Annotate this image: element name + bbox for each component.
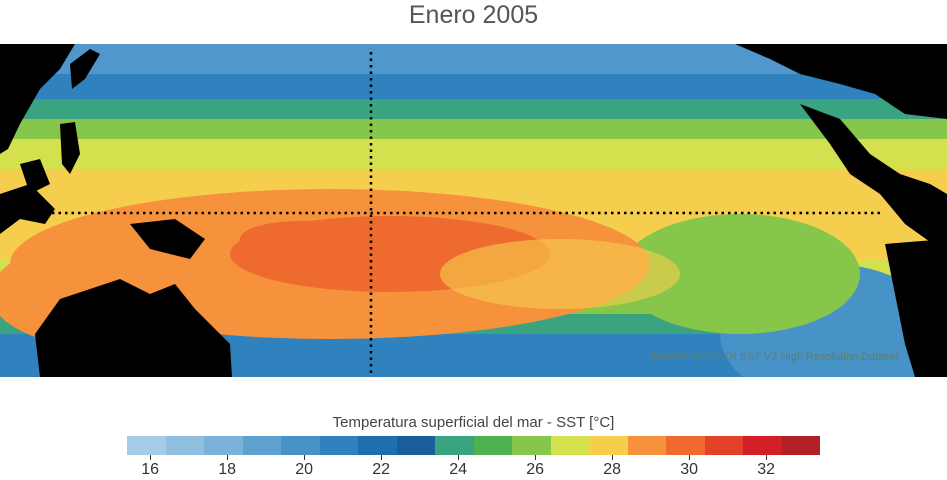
- colorbar-segment: [589, 436, 628, 455]
- colorbar-segment: [550, 436, 589, 455]
- colorbar-tick: [689, 455, 691, 460]
- colorbar-tick-label: 32: [757, 461, 775, 478]
- colorbar-segment: [627, 436, 666, 455]
- colorbar-tick: [227, 455, 229, 460]
- colorbar-segment: [319, 436, 358, 455]
- colorbar-segment: [512, 436, 551, 455]
- australia-land: [35, 279, 232, 377]
- colorbar-tick: [458, 455, 460, 460]
- colorbar-label: Temperatura superficial del mar - SST [°…: [332, 414, 615, 431]
- north-america-land: [735, 44, 947, 119]
- new-guinea-land: [130, 219, 205, 259]
- colorbar-segment: [165, 436, 204, 455]
- ocean-band-north-4: [0, 139, 947, 174]
- philippines-land: [60, 122, 80, 174]
- colorbar-segment: [204, 436, 243, 455]
- sst-map: [0, 44, 947, 377]
- land-mask: [0, 44, 947, 377]
- japan-land: [70, 49, 100, 89]
- colorbar-tick-label: 26: [526, 461, 544, 478]
- colorbar-tick-label: 24: [449, 461, 467, 478]
- east-green: [620, 214, 860, 334]
- colorbar-tick: [150, 455, 152, 460]
- asia-land: [0, 44, 75, 154]
- colorbar-segment: [704, 436, 743, 455]
- colorbar-tick-label: 20: [295, 461, 313, 478]
- colorbar-ticks: 16 18 20 22 24 26 28 30 32: [127, 455, 820, 480]
- colorbar-tick-label: 30: [680, 461, 698, 478]
- warm-ext: [440, 239, 680, 309]
- colorbar-tick: [612, 455, 614, 460]
- colorbar-tick: [766, 455, 768, 460]
- colorbar-tick-label: 22: [372, 461, 390, 478]
- source-note: Fuente: NOAA OI SST V2 High Resolution D…: [650, 351, 899, 363]
- borneo-land: [20, 159, 50, 194]
- colorbar-tick-label: 16: [141, 461, 159, 478]
- map-title: Enero 2005: [408, 1, 539, 29]
- colorbar-segment: [358, 436, 397, 455]
- colorbar-segment: [743, 436, 782, 455]
- colorbar-segment: [242, 436, 281, 455]
- central-america-land: [800, 104, 947, 254]
- colorbar-tick: [535, 455, 537, 460]
- south-america-land: [885, 239, 947, 377]
- colorbar-segment: [396, 436, 435, 455]
- colorbar-tick: [304, 455, 306, 460]
- colorbar-segment: [435, 436, 474, 455]
- colorbar-tick-label: 18: [218, 461, 236, 478]
- colorbar-segment: [666, 436, 705, 455]
- colorbar-segment: [281, 436, 320, 455]
- colorbar-segment: [127, 436, 166, 455]
- colorbar-segment: [781, 436, 820, 455]
- warm-pool-core-2: [240, 221, 360, 257]
- colorbar-tick-label: 28: [603, 461, 621, 478]
- colorbar-tick: [381, 455, 383, 460]
- colorbar: [127, 436, 820, 455]
- indonesia-land: [0, 184, 55, 234]
- colorbar-segment: [473, 436, 512, 455]
